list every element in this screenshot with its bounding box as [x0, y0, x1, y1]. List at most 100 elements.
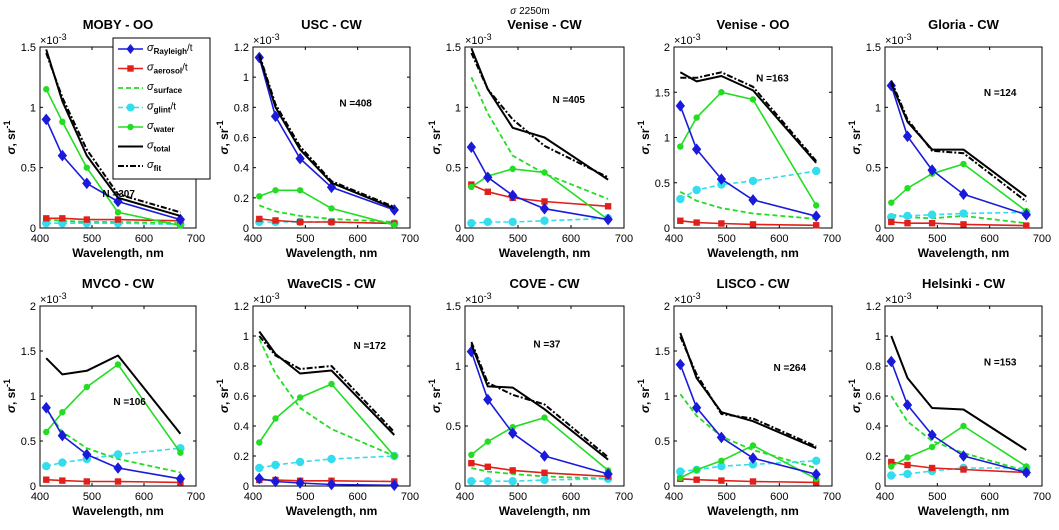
- marker-rayleigh: [958, 450, 969, 462]
- x-axis-label: Wavelength, nm: [72, 246, 164, 260]
- axes-box: [464, 46, 625, 229]
- y-tick-label: 1.2: [234, 42, 249, 54]
- y-tick-label: 1: [455, 102, 461, 114]
- marker-rayleigh: [716, 431, 727, 444]
- x-tick-label: 600: [348, 233, 366, 245]
- marker-rayleigh: [1021, 466, 1031, 479]
- marker-rayleigh: [539, 202, 550, 215]
- marker-aerosol: [114, 216, 122, 223]
- marker-rayleigh: [57, 149, 68, 162]
- marker-glint: [903, 211, 912, 221]
- marker-water: [59, 409, 66, 416]
- x-axis-label: Wavelength, nm: [707, 246, 799, 260]
- series-line-total: [258, 330, 396, 436]
- panel-title: MOBY - OO: [83, 17, 154, 32]
- marker-water: [468, 451, 475, 458]
- marker-rayleigh: [41, 113, 51, 126]
- marker-water: [960, 160, 967, 168]
- marker-rayleigh: [326, 181, 337, 194]
- marker-rayleigh: [811, 468, 821, 481]
- marker-rayleigh: [811, 210, 821, 223]
- marker-aerosol: [749, 478, 757, 485]
- exponent-label: ×10-3: [253, 32, 280, 47]
- y-tick-label: 0.8: [234, 102, 249, 114]
- marker-water: [1023, 463, 1030, 470]
- marker-aerosol: [904, 219, 911, 227]
- series-line-total: [679, 71, 817, 164]
- exponent-label: ×10-3: [253, 291, 280, 306]
- y-tick-label: 0.8: [866, 361, 881, 373]
- marker-rayleigh: [716, 173, 727, 185]
- series-line-glint: [259, 455, 395, 469]
- marker-rayleigh: [603, 213, 613, 226]
- series-line-surface: [679, 191, 817, 220]
- legend-label-aerosol: σaerosol/t: [147, 62, 188, 76]
- y-axis-label: σ, sr-1: [2, 121, 18, 155]
- y-tick-label: 0: [30, 481, 36, 493]
- chart-panel: Helsinki - CW ×10-3 400 500 600 700 0 0.2 0.4 0.6…: [847, 276, 1051, 518]
- chart-panel: LISCO - CW ×10-3 400 500 600 700 0 0.5 1 1.5 2 Wave…: [636, 276, 841, 518]
- marker-water: [272, 187, 279, 194]
- marker-water: [328, 205, 335, 212]
- marker-water: [541, 414, 548, 421]
- panel-title: COVE - CW: [509, 276, 580, 291]
- marker-rayleigh: [175, 213, 186, 226]
- y-axis-label: σ, sr-1: [215, 379, 231, 413]
- series-line-rayleigh: [258, 57, 395, 211]
- marker-water: [296, 187, 304, 194]
- marker-glint: [692, 185, 701, 195]
- panel-title: Gloria - CW: [928, 17, 1000, 32]
- panel-title: USC - CW: [301, 17, 362, 32]
- marker-water: [296, 394, 304, 401]
- marker-glint: [676, 194, 685, 204]
- y-tick-label: 0.6: [866, 391, 881, 403]
- marker-aerosol: [888, 458, 895, 466]
- marker-water: [904, 184, 911, 192]
- marker-water: [693, 466, 700, 473]
- marker-rayleigh: [295, 152, 305, 165]
- marker-rayleigh: [113, 462, 123, 474]
- marker-aerosol: [256, 215, 263, 223]
- series-line-surface: [471, 467, 609, 480]
- marker-aerosol: [677, 217, 684, 224]
- x-tick-label: 500: [509, 233, 527, 245]
- x-tick-label: 400: [876, 233, 894, 245]
- marker-glint: [748, 460, 758, 469]
- x-tick-label: 600: [770, 491, 788, 503]
- y-axis-label: σ, sr-1: [847, 121, 863, 155]
- x-tick-label: 400: [876, 491, 894, 503]
- x-tick-label: 400: [665, 233, 683, 245]
- x-tick-label: 500: [717, 491, 735, 503]
- marker-glint: [748, 176, 758, 186]
- marker-aerosol: [272, 217, 279, 224]
- n-label: N =408: [339, 99, 372, 110]
- marker-aerosol: [928, 464, 936, 472]
- legend-label-water: σwater: [147, 120, 175, 134]
- marker-rayleigh: [927, 164, 937, 176]
- marker-glint: [812, 166, 821, 176]
- x-tick-label: 500: [509, 491, 527, 503]
- y-tick-label: 1.5: [21, 42, 36, 54]
- y-tick-label: 0: [455, 481, 461, 493]
- marker-water: [43, 428, 50, 436]
- marker-rayleigh: [389, 479, 399, 492]
- x-tick-label: 700: [1033, 491, 1051, 503]
- y-tick-label: 2: [664, 42, 670, 54]
- x-tick-label: 500: [83, 233, 101, 245]
- y-tick-label: 0: [664, 481, 670, 493]
- y-tick-label: 0: [243, 223, 249, 235]
- marker-aerosol: [468, 460, 475, 467]
- marker-glint: [483, 217, 492, 227]
- series-line-glint: [679, 170, 817, 200]
- marker-aerosol: [43, 215, 50, 222]
- chart-panel: COVE - CW ×10-3 400 500 600 700 0 0.5 1 1.5 Wavele…: [427, 276, 633, 518]
- marker-glint: [887, 471, 896, 480]
- n-label: N =405: [552, 95, 585, 106]
- marker-glint: [927, 210, 937, 219]
- chart-panel: Gloria - CW ×10-3 400 500 600 700 0 0.5 1 1.5 Wave…: [847, 17, 1051, 260]
- y-axis-label: σ, sr-1: [636, 121, 652, 155]
- marker-aerosol: [328, 218, 335, 226]
- marker-water: [960, 422, 967, 430]
- y-tick-label: 1: [875, 102, 881, 114]
- exponent-label: ×10-3: [465, 291, 492, 306]
